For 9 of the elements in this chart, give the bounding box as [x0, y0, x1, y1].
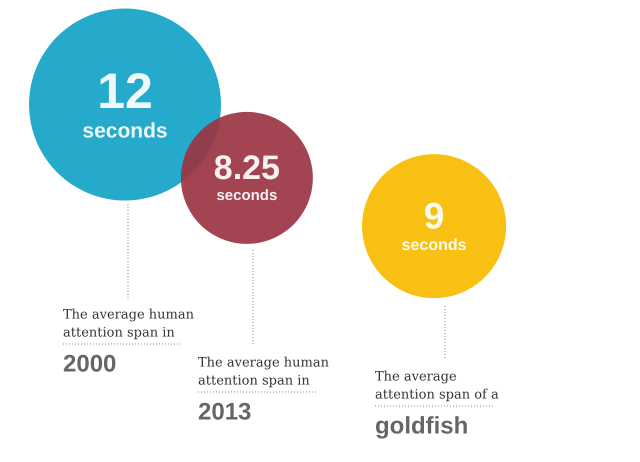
text: The average human attention span in [198, 356, 330, 388]
category-label: 2013 [198, 398, 252, 426]
text: The average attention span of a [375, 370, 499, 402]
text: The average human attention span in [63, 308, 195, 340]
data-label: 9 seconds [402, 195, 467, 254]
category-label: goldfish [375, 412, 468, 440]
data-label: 8.25 seconds [214, 149, 280, 204]
data-label: 12 seconds [82, 62, 168, 142]
category-label: 2000 [63, 350, 116, 378]
